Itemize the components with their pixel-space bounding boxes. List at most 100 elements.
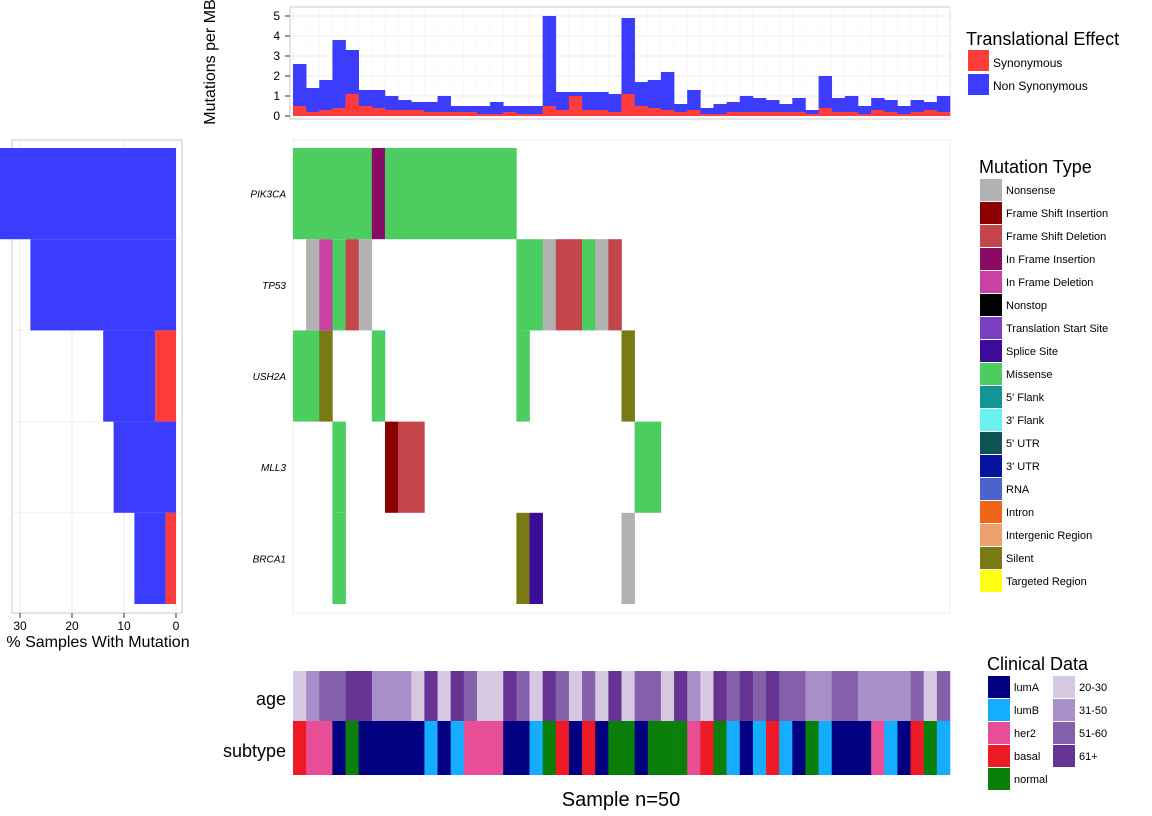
clinical-cell-age xyxy=(674,671,688,721)
clinical-cell-age xyxy=(871,671,885,721)
tmb-bar-synonymous xyxy=(936,112,951,116)
tmb-bar-synonymous xyxy=(871,110,885,116)
tmb-bar-synonymous xyxy=(700,114,714,116)
clinical-cell-subtype xyxy=(490,721,504,775)
legend-swatch-non-synonymous xyxy=(968,74,989,95)
waterfall-cell-missense xyxy=(516,330,530,422)
clinical-cell-subtype xyxy=(674,721,688,775)
clinical-cell-subtype xyxy=(700,721,714,775)
tmb-bar-non-synonymous xyxy=(476,106,491,114)
tmb-bar-non-synonymous xyxy=(463,106,478,112)
waterfall-cell-nonsense xyxy=(358,239,373,331)
clinical-cell-age xyxy=(319,671,333,721)
clinical-legend-label: her2 xyxy=(1014,728,1036,740)
clinical-legend-label: 31-50 xyxy=(1079,705,1107,717)
mutation-legend-swatch xyxy=(980,179,1002,201)
tmb-bar-synonymous xyxy=(555,110,570,116)
clinical-cell-age xyxy=(332,671,346,721)
tmb-ytick-label: 1 xyxy=(273,89,280,103)
gene-label: USH2A xyxy=(253,372,287,383)
tmb-bar-non-synonymous xyxy=(529,106,543,114)
tmb-ytick-label: 4 xyxy=(273,29,280,43)
clinical-cell-subtype xyxy=(384,721,399,775)
clinical-cell-subtype xyxy=(345,721,359,775)
clinical-legend-swatch xyxy=(988,722,1010,744)
prevalence-bar-non-synonymous xyxy=(113,421,176,513)
mutation-legend-label: 3' Flank xyxy=(1006,415,1045,427)
tmb-ytick-label: 3 xyxy=(273,49,280,63)
mutation-legend-swatch xyxy=(980,501,1002,523)
mutation-legend-label: In Frame Deletion xyxy=(1006,277,1093,289)
clinical-cell-subtype xyxy=(424,721,438,775)
tmb-bar-synonymous xyxy=(542,106,557,116)
clinical-cell-subtype xyxy=(634,721,649,775)
clinical-cell-age xyxy=(411,671,425,721)
tmb-bar-synonymous xyxy=(766,112,780,116)
clinical-cell-subtype xyxy=(805,721,819,775)
tmb-bar-synonymous xyxy=(450,112,465,116)
clinical-cell-age xyxy=(490,671,504,721)
tmb-bar-synonymous xyxy=(293,106,307,116)
clinical-cell-age xyxy=(542,671,557,721)
tmb-bar-non-synonymous xyxy=(647,80,662,108)
clinical-cell-age xyxy=(700,671,714,721)
clinical-cell-subtype xyxy=(608,721,622,775)
tmb-bar-synonymous xyxy=(647,108,662,116)
tmb-bar-non-synonymous xyxy=(595,92,609,110)
clinical-cell-age xyxy=(450,671,465,721)
mutation-legend-swatch xyxy=(980,524,1002,546)
mutation-legend-swatch xyxy=(980,317,1002,339)
tmb-bar-synonymous xyxy=(752,112,767,116)
tmb-ytick-label: 0 xyxy=(273,109,280,123)
tmb-bar-synonymous xyxy=(424,112,438,116)
clinical-cell-subtype xyxy=(516,721,530,775)
legend-label-non-synonymous: Non Synonymous xyxy=(993,79,1088,93)
waterfall-cell-frame-shift-deletion xyxy=(398,421,425,513)
tmb-bar-non-synonymous xyxy=(792,98,806,112)
tmb-bar-non-synonymous xyxy=(384,96,399,110)
clinical-cell-age xyxy=(739,671,754,721)
mutation-legend-swatch xyxy=(980,478,1002,500)
clinical-cell-subtype xyxy=(818,721,833,775)
tmb-bar-synonymous xyxy=(897,114,911,116)
tmb-bar-non-synonymous xyxy=(293,64,307,106)
clinical-legend-label: 20-30 xyxy=(1079,682,1107,694)
tmb-bar-non-synonymous xyxy=(871,98,885,110)
clinical-cell-subtype xyxy=(647,721,662,775)
tmb-bar-non-synonymous xyxy=(805,110,819,114)
clinical-cell-age xyxy=(936,671,951,721)
clinical-cell-age xyxy=(306,671,320,721)
waterfall-cell-silent xyxy=(516,512,530,604)
clinical-heatmap: age subtype xyxy=(223,671,951,775)
tmb-bar-non-synonymous xyxy=(332,40,346,108)
clinical-cell-age xyxy=(621,671,635,721)
mutation-legend-label: Nonstop xyxy=(1006,300,1047,312)
tmb-bar-non-synonymous xyxy=(858,106,872,114)
tmb-bar-non-synonymous xyxy=(884,100,898,112)
waterfall-cell-missense xyxy=(332,512,346,604)
tmb-bar-non-synonymous xyxy=(568,92,583,96)
tmb-bar-synonymous xyxy=(345,94,359,116)
tmb-bar-non-synonymous xyxy=(450,106,465,112)
tmb-bar-synonymous xyxy=(371,108,386,116)
waterfall-cell-missense xyxy=(516,239,543,331)
tmb-bar-non-synonymous xyxy=(358,90,373,106)
clinical-cell-age xyxy=(384,671,399,721)
clinical-cell-subtype xyxy=(884,721,898,775)
mutation-legend-label: Silent xyxy=(1006,553,1034,565)
tmb-bar-synonymous xyxy=(884,112,898,116)
clinical-cell-subtype xyxy=(871,721,885,775)
tmb-bar-synonymous xyxy=(831,112,846,116)
clinical-cell-age xyxy=(660,671,675,721)
mutation-legend-label: 3' UTR xyxy=(1006,461,1040,473)
tmb-bar-non-synonymous xyxy=(306,88,320,112)
tmb-bar-synonymous xyxy=(608,112,622,116)
clinical-cell-age xyxy=(752,671,767,721)
mutation-legend-label: RNA xyxy=(1006,484,1030,496)
clinical-legend-swatch xyxy=(988,699,1010,721)
clinical-cell-subtype xyxy=(713,721,727,775)
clinical-cell-age xyxy=(726,671,741,721)
clinical-legend-label: 51-60 xyxy=(1079,728,1107,740)
tmb-bar-non-synonymous xyxy=(319,80,333,110)
